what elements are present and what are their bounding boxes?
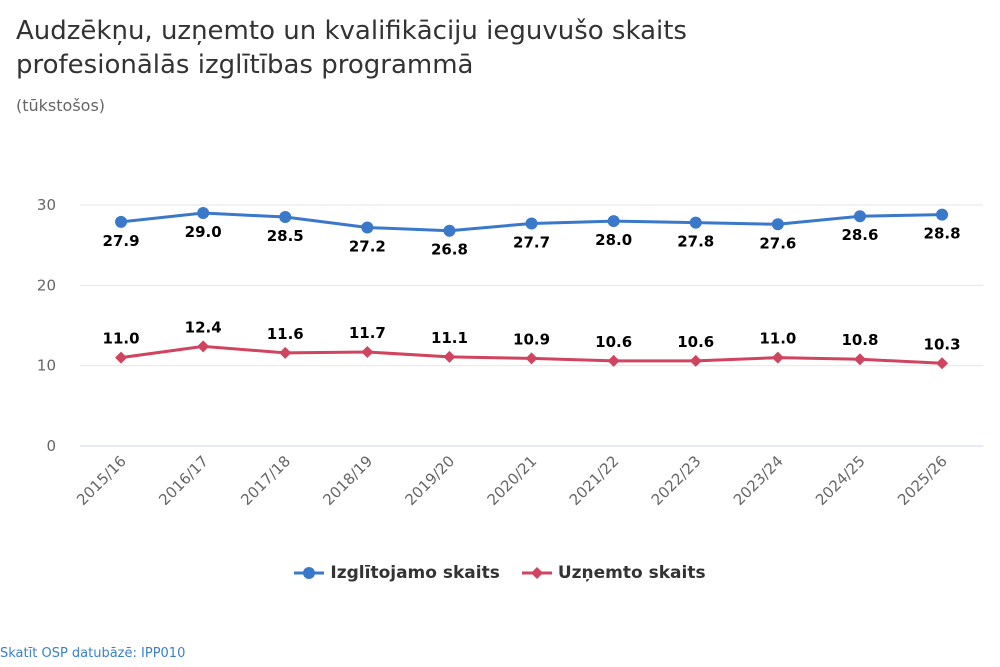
data-label: 27.2 bbox=[349, 237, 386, 255]
data-label: 27.9 bbox=[103, 232, 140, 250]
x-tick-label: 2020/21 bbox=[484, 452, 541, 509]
legend-label: Izglītojamo skaits bbox=[330, 563, 500, 583]
data-point bbox=[771, 218, 784, 231]
data-point bbox=[936, 357, 949, 370]
x-tick-label: 2018/19 bbox=[319, 452, 376, 509]
data-label: 10.6 bbox=[595, 333, 632, 351]
x-tick-label: 2016/17 bbox=[155, 452, 212, 509]
data-label: 10.3 bbox=[924, 335, 961, 353]
data-label: 28.8 bbox=[924, 225, 961, 243]
data-label: 11.0 bbox=[759, 330, 796, 348]
data-label: 10.9 bbox=[513, 330, 550, 348]
data-label: 10.8 bbox=[841, 331, 878, 349]
chart-subtitle: (tūkstošos) bbox=[16, 96, 106, 115]
data-label: 11.6 bbox=[267, 325, 304, 343]
data-point bbox=[525, 352, 538, 365]
data-point bbox=[607, 215, 620, 228]
x-tick-label: 2021/22 bbox=[566, 452, 623, 509]
data-label: 11.1 bbox=[431, 329, 468, 347]
chart-title: Audzēkņu, uzņemto un kvalifikāciju ieguv… bbox=[16, 16, 687, 80]
data-label: 27.7 bbox=[513, 233, 550, 251]
legend-symbol-icon bbox=[521, 566, 552, 580]
data-point bbox=[771, 351, 784, 364]
data-point bbox=[361, 221, 374, 234]
x-tick-label: 2025/26 bbox=[894, 452, 951, 509]
data-point bbox=[443, 224, 456, 237]
data-point bbox=[115, 351, 128, 364]
x-tick-label: 2024/25 bbox=[812, 452, 869, 509]
x-tick-label: 2015/16 bbox=[73, 452, 130, 509]
data-point bbox=[689, 216, 702, 229]
data-point bbox=[197, 207, 210, 220]
legend: Izglītojamo skaits Uzņemto skaits bbox=[0, 563, 1000, 583]
data-label: 28.5 bbox=[267, 227, 304, 245]
data-point bbox=[853, 353, 866, 366]
data-point bbox=[361, 346, 374, 359]
data-label: 11.0 bbox=[103, 330, 140, 348]
legend-item[interactable]: Izglītojamo skaits bbox=[294, 563, 500, 583]
data-point bbox=[853, 210, 866, 223]
data-label: 12.4 bbox=[185, 318, 222, 336]
x-tick-label: 2023/24 bbox=[730, 452, 787, 509]
x-tick-label: 2017/18 bbox=[237, 452, 294, 509]
data-point bbox=[197, 340, 210, 353]
data-label: 29.0 bbox=[185, 223, 222, 241]
legend-symbol-icon bbox=[294, 566, 325, 580]
data-point bbox=[115, 215, 128, 228]
data-point bbox=[525, 217, 538, 230]
data-point bbox=[279, 346, 292, 359]
data-label: 11.7 bbox=[349, 324, 386, 342]
x-tick-label: 2022/23 bbox=[648, 452, 705, 509]
data-point bbox=[443, 350, 456, 363]
data-point bbox=[936, 208, 949, 221]
data-point bbox=[279, 211, 292, 224]
legend-item[interactable]: Uzņemto skaits bbox=[521, 563, 706, 583]
data-point bbox=[607, 354, 620, 367]
legend-label: Uzņemto skaits bbox=[557, 563, 706, 583]
x-tick-label: 2019/20 bbox=[401, 452, 458, 509]
y-tick-label: 10 bbox=[37, 357, 56, 375]
data-label: 26.8 bbox=[431, 241, 468, 259]
data-label: 10.6 bbox=[677, 333, 714, 351]
y-tick-label: 0 bbox=[46, 437, 56, 455]
y-tick-label: 20 bbox=[37, 276, 56, 294]
data-label: 28.6 bbox=[841, 226, 878, 244]
data-label: 27.8 bbox=[677, 233, 714, 251]
data-label: 27.6 bbox=[759, 234, 796, 252]
chart-plot: 0 10 20 30 2015/16 2016/17 2017/18 2018/19 2019/… bbox=[37, 196, 984, 509]
database-link[interactable]: Skatīt OSP datubāzē: IPP010 bbox=[0, 646, 186, 661]
y-tick-label: 30 bbox=[37, 196, 56, 214]
data-point bbox=[689, 354, 702, 367]
data-label: 28.0 bbox=[595, 231, 632, 249]
